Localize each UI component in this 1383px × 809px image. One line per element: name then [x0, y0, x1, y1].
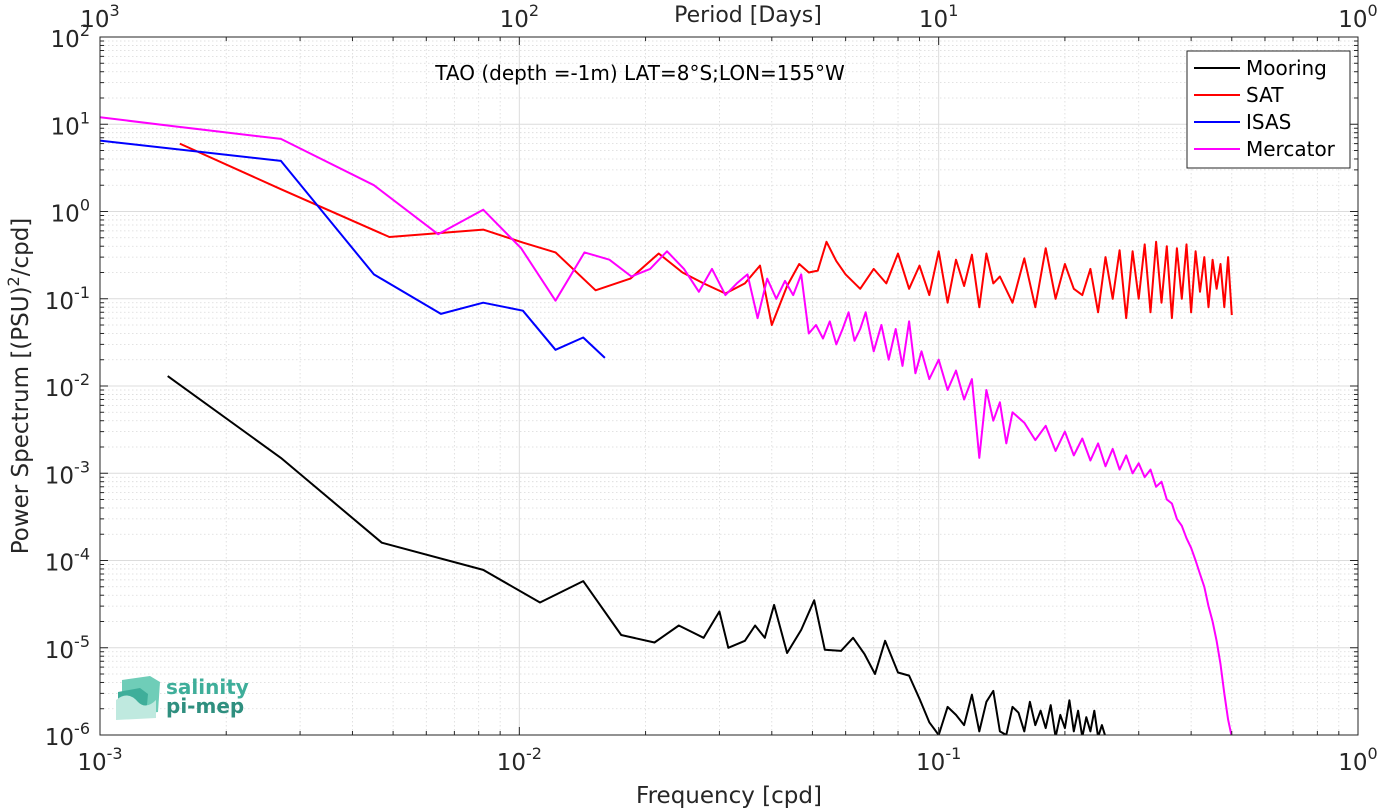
y-tick-label: 101 [51, 108, 90, 140]
legend-label: Mercator [1246, 137, 1336, 161]
top-tick-label: 102 [500, 1, 539, 33]
y-axis-label: Power Spectrum [(PSU)2/cpd] [4, 218, 34, 555]
chart-title: TAO (depth =-1m) LAT=8°S;LON=155°W [434, 61, 845, 85]
x-axis-label: Frequency [cpd] [636, 783, 822, 809]
legend-label: SAT [1246, 83, 1284, 107]
top-tick-label: 101 [919, 1, 958, 33]
salinity-pi-mep-logo: salinity pi-mep [116, 675, 249, 720]
series-line-mercator [100, 116, 1233, 735]
x-tick-label: 10-3 [77, 744, 122, 776]
logo-text-salinity: salinity [166, 675, 249, 699]
x-tick-label: 100 [1338, 744, 1377, 776]
logo-text-pi-mep: pi-mep [166, 694, 244, 718]
y-tick-label: 10-6 [45, 719, 90, 751]
x-tick-label: 10-1 [916, 744, 961, 776]
logo-waves-icon [116, 676, 160, 720]
legend-label: ISAS [1246, 110, 1291, 134]
series-line-mooring [167, 375, 1106, 735]
y-tick-label: 10-1 [45, 283, 90, 315]
y-tick-label: 10-3 [45, 457, 90, 489]
x-tick-label: 10-2 [497, 744, 542, 776]
series-line-sat [179, 142, 1233, 326]
y-tick-label: 10-5 [45, 632, 90, 664]
top-tick-label: 103 [80, 1, 119, 33]
legend-label: Mooring [1246, 56, 1327, 80]
y-tick-label: 10-4 [45, 545, 90, 577]
y-tick-label: 100 [51, 196, 90, 228]
series-line-isas [100, 139, 606, 359]
legend: Mooring SAT ISAS Mercator [1186, 50, 1351, 169]
y-tick-label: 102 [51, 21, 90, 53]
top-axis-label: Period [Days] [674, 3, 822, 28]
y-tick-label: 10-2 [45, 370, 90, 402]
top-tick-label: 100 [1338, 1, 1377, 33]
